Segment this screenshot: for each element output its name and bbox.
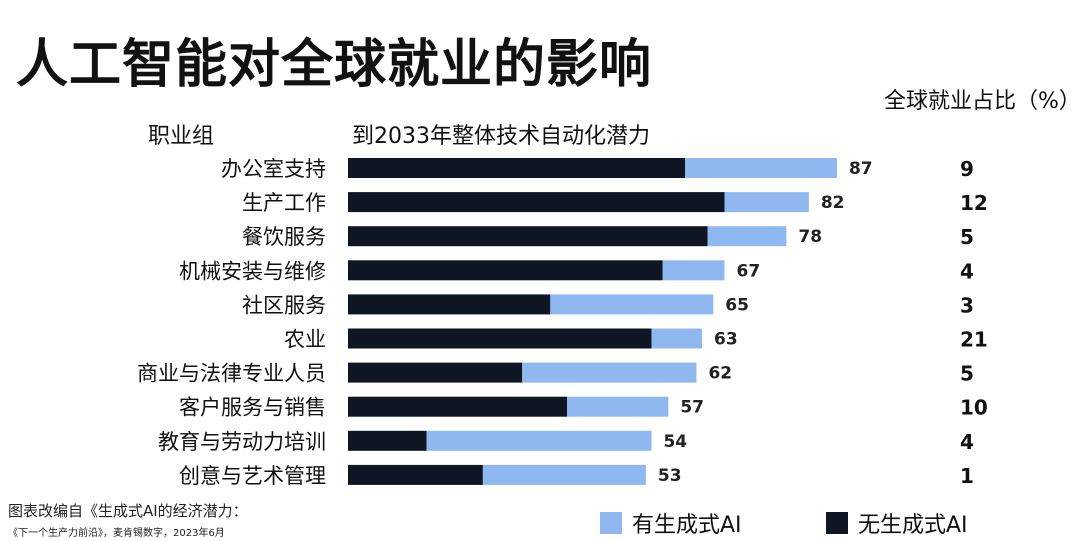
bar-total-label: 53 [658, 466, 682, 486]
employment-share-value: 4 [960, 259, 974, 283]
bar-total-label: 67 [737, 261, 761, 281]
category-label: 教育与劳动力培训 [158, 430, 326, 454]
bar-genai [707, 226, 787, 247]
bar-total-label: 65 [725, 295, 749, 315]
employment-share-value: 12 [960, 191, 988, 215]
legend-swatch-genai [600, 512, 622, 534]
bar-total-label: 63 [714, 330, 738, 350]
bar-total-label: 62 [708, 364, 732, 384]
employment-share-value: 9 [960, 157, 974, 181]
legend-item-genai: 有生成式AI [600, 507, 742, 539]
category-label: 社区服务 [242, 293, 326, 317]
category-label: 农业 [284, 328, 326, 352]
category-label: 餐饮服务 [242, 225, 326, 249]
legend-item-no-genai: 无生成式AI [826, 507, 968, 539]
occupation-group-header: 职业组 [148, 124, 215, 149]
bar-total-label: 54 [663, 432, 687, 452]
category-label: 客户服务与销售 [179, 396, 326, 420]
category-label: 生产工作 [242, 191, 326, 215]
category-label: 创意与艺术管理 [179, 464, 326, 488]
bar-genai [662, 260, 725, 281]
legend-swatch-no-genai [826, 512, 848, 534]
employment-share-value: 5 [960, 225, 974, 249]
source-footnote: 图表改编自《生成式AI的经济潜力： [8, 502, 248, 520]
source-footnote-line2: 《下一个生产力前沿》，麦肯锡数字，2023年6月 [8, 528, 225, 539]
bar-no-genai [348, 464, 483, 485]
bar-genai [522, 362, 697, 383]
bar-no-genai [348, 362, 523, 383]
bar-genai [685, 158, 837, 178]
bar-no-genai [348, 192, 725, 213]
bar-genai [567, 396, 669, 417]
bar-no-genai [348, 328, 652, 349]
bar-total-label: 82 [821, 193, 845, 213]
bar-total-label: 57 [680, 398, 704, 418]
bar-no-genai [348, 294, 551, 315]
bar-total-label: 87 [849, 159, 873, 179]
employment-share-header: 全球就业占比（%） [884, 89, 1080, 114]
employment-share-value: 4 [960, 430, 974, 454]
page-title: 人工智能对全球就业的影响 [16, 35, 653, 95]
category-label: 机械安装与维修 [179, 259, 326, 283]
employment-share-value: 21 [960, 328, 988, 352]
legend-label-no-genai: 无生成式AI [858, 513, 968, 538]
bar-no-genai [348, 226, 708, 247]
automation-potential-header: 到2033年整体技术自动化潜力 [352, 124, 650, 149]
bar-total-label: 78 [798, 227, 822, 247]
bar-no-genai [348, 430, 427, 451]
legend-label-genai: 有生成式AI [632, 513, 742, 538]
bar-genai [724, 192, 809, 213]
bar-no-genai [348, 260, 663, 281]
employment-share-value: 10 [960, 396, 988, 420]
bar-no-genai [348, 158, 686, 178]
employment-share-value: 3 [960, 293, 974, 317]
bar-genai [651, 328, 703, 349]
bar-genai [550, 294, 714, 315]
bar-genai [482, 464, 646, 485]
category-label: 商业与法律专业人员 [137, 362, 326, 386]
employment-share-value: 1 [960, 464, 974, 488]
employment-share-value: 5 [960, 362, 974, 386]
bar-no-genai [348, 396, 568, 417]
category-label: 办公室支持 [221, 157, 326, 181]
bar-genai [426, 430, 652, 451]
